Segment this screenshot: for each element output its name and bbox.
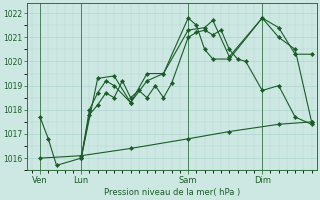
X-axis label: Pression niveau de la mer( hPa ): Pression niveau de la mer( hPa ) (104, 188, 240, 197)
